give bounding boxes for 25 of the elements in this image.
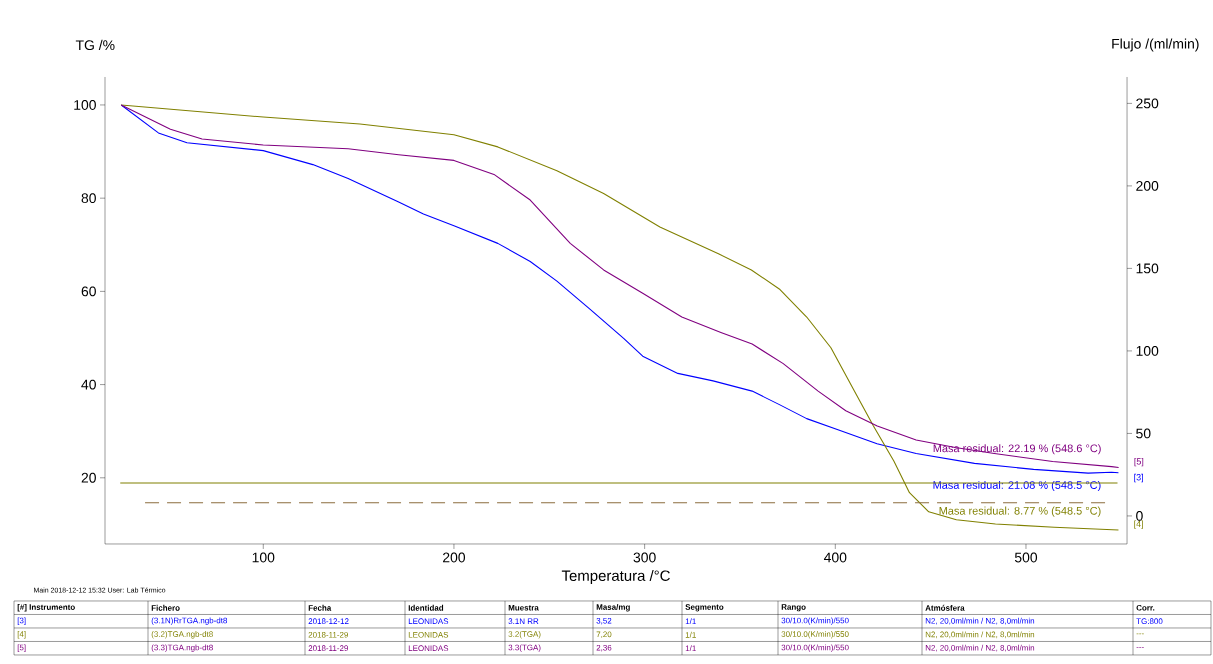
x-axis-title: Temperatura /°C <box>561 570 670 584</box>
series-label: [5] <box>1134 457 1144 467</box>
y2-tick-label: 200 <box>1136 180 1159 191</box>
x-tick-label: 100 <box>252 552 275 563</box>
x-tick-label: 200 <box>443 552 466 563</box>
y2-tick-label: 100 <box>1136 345 1159 356</box>
x-tick-label: 400 <box>823 552 847 563</box>
y2-axis-title: Flujo /(ml/min) <box>1112 38 1199 52</box>
annotation: Masa residual: 21.08 % (548.5 °C) <box>933 480 1101 492</box>
y-tick-label: 80 <box>81 193 96 204</box>
y2-tick-label: 50 <box>1136 428 1151 439</box>
y-tick-label: 60 <box>81 286 96 297</box>
x-tick-label: 500 <box>1014 552 1038 563</box>
series-label: [3] <box>1134 473 1143 483</box>
y2-tick-label: 0 <box>1136 510 1143 521</box>
annotation: Masa residual: 8.77 % (548.5 °C) <box>939 506 1101 517</box>
y-tick-label: 20 <box>81 472 96 483</box>
series-label: [4] <box>1134 520 1143 529</box>
y2-tick-label: 150 <box>1136 263 1159 274</box>
x-tick-label: 300 <box>633 552 656 563</box>
y2-tick-label: 250 <box>1136 98 1159 109</box>
y-tick-label: 40 <box>81 379 96 390</box>
y-axis-title: TG /% <box>75 39 115 51</box>
annotation: Masa residual: 22.19 % (548.6 °C) <box>933 444 1101 455</box>
y-tick-label: 100 <box>74 100 96 110</box>
